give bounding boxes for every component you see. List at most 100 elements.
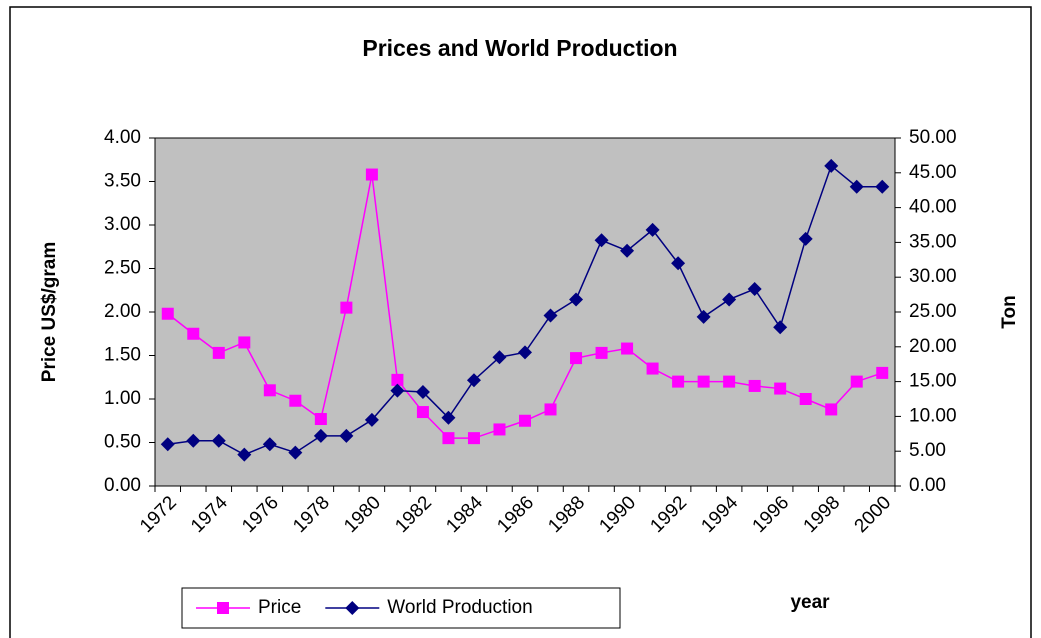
legend-label: Price [258, 597, 301, 618]
data-point [237, 447, 252, 462]
data-point [798, 231, 813, 246]
y2-tick-label: 15.00 [909, 371, 957, 392]
data-point [263, 384, 276, 397]
y2-tick-label: 30.00 [909, 266, 957, 287]
data-point [723, 375, 736, 388]
data-point [187, 327, 200, 340]
y2-tick-label: 40.00 [909, 197, 957, 218]
x-tick-label: 1978 [289, 492, 334, 537]
x-tick-label: 1994 [697, 492, 742, 537]
x-axis-label: year [790, 592, 830, 613]
data-point [824, 158, 839, 173]
data-point [212, 346, 225, 359]
x-tick-label: 1980 [340, 492, 385, 537]
data-point [595, 346, 608, 359]
y-tick-label: 3.00 [104, 214, 141, 235]
data-point [876, 366, 889, 379]
data-point [339, 428, 354, 443]
legend-marker [217, 602, 229, 614]
x-tick-label: 1998 [800, 492, 845, 537]
data-point [161, 307, 174, 320]
legend-marker [345, 601, 360, 615]
x-tick-label: 1972 [136, 492, 181, 537]
data-point [543, 308, 558, 323]
data-point [722, 292, 737, 307]
data-point [211, 433, 226, 448]
data-point [518, 345, 532, 360]
x-tick-label: 1984 [442, 492, 487, 537]
y-tick-label: 0.50 [104, 432, 141, 453]
data-point [186, 433, 201, 448]
data-point [570, 352, 583, 365]
x-tick-label: 1976 [238, 492, 283, 537]
data-point [697, 375, 710, 388]
x-tick-label: 1986 [493, 492, 538, 537]
data-point [493, 423, 506, 436]
data-point [442, 432, 455, 445]
y-tick-label: 0.00 [104, 475, 141, 496]
y-tick-label: 3.50 [104, 171, 141, 192]
data-point [747, 282, 762, 297]
y-tick-label: 1.00 [104, 388, 141, 409]
data-point [313, 428, 328, 443]
x-tick-label: 1988 [544, 492, 589, 537]
data-point [390, 383, 405, 398]
data-point [620, 243, 635, 258]
y2-tick-label: 50.00 [909, 127, 957, 148]
data-point [646, 362, 659, 375]
data-point [441, 410, 456, 425]
y-tick-label: 4.00 [104, 127, 141, 148]
data-point [569, 292, 584, 307]
data-point [288, 445, 303, 460]
data-point [416, 406, 429, 419]
x-tick-label: 1992 [646, 492, 691, 537]
legend [181, 587, 621, 629]
data-point [799, 393, 812, 405]
legend-label: World Production [387, 597, 532, 618]
data-point [466, 373, 481, 388]
y2-axis-label: Ton [999, 295, 1020, 328]
y-tick-label: 2.00 [104, 301, 141, 322]
data-point [696, 309, 711, 324]
data-point [773, 320, 788, 335]
y2-tick-label: 10.00 [909, 405, 957, 426]
data-point [289, 394, 302, 407]
x-tick-label: 1990 [595, 492, 640, 537]
x-tick-label: 1982 [391, 492, 436, 537]
y2-tick-label: 45.00 [909, 162, 957, 183]
data-point [365, 168, 378, 181]
data-point [415, 385, 430, 400]
data-point [774, 382, 787, 395]
data-point [262, 437, 277, 452]
y2-tick-label: 20.00 [909, 336, 957, 357]
y2-tick-label: 0.00 [909, 475, 946, 496]
chart-border [9, 6, 1032, 638]
data-point [672, 375, 685, 388]
data-point [594, 233, 609, 248]
data-point [519, 414, 531, 427]
y2-tick-label: 5.00 [909, 440, 946, 461]
data-point [492, 350, 507, 365]
data-point [825, 403, 838, 416]
data-point [645, 222, 660, 237]
y-tick-label: 2.50 [104, 258, 141, 279]
y2-tick-label: 25.00 [909, 301, 957, 322]
data-point [391, 373, 404, 386]
data-point [544, 403, 557, 416]
data-point [467, 432, 480, 445]
x-tick-label: 2000 [851, 492, 896, 537]
data-point [875, 179, 890, 194]
data-point [340, 301, 353, 314]
y2-tick-label: 35.00 [909, 231, 957, 252]
data-point [238, 336, 251, 349]
data-point [850, 375, 863, 388]
y-axis-label: Price US$/gram [39, 242, 60, 382]
data-point [364, 412, 379, 427]
data-point [621, 342, 634, 355]
x-tick-label: 1974 [187, 492, 232, 537]
data-point [314, 413, 327, 426]
data-point [849, 179, 864, 194]
chart-title: Prices and World Production [362, 35, 677, 61]
y-tick-label: 1.50 [104, 345, 141, 366]
